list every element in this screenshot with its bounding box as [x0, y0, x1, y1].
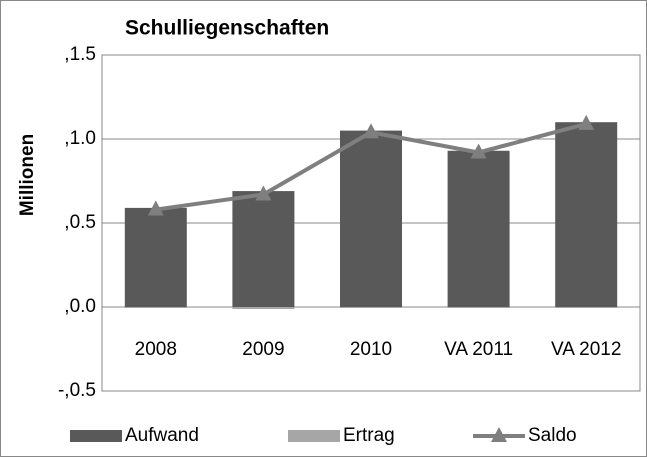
bar [232, 191, 295, 307]
x-tick-label: 2008 [135, 339, 177, 360]
y-axis-label: Millionen [17, 134, 38, 216]
bar [447, 307, 510, 308]
legend-marker [491, 427, 507, 442]
bar [340, 307, 402, 308]
bar [124, 307, 187, 308]
legend-label: Aufwand [125, 425, 199, 446]
bar [555, 307, 618, 308]
chart-title: Schulliegenschaften [125, 17, 329, 40]
line-marker [470, 143, 487, 159]
line-marker [255, 185, 272, 201]
bar [447, 150, 510, 307]
y-tick-label: ,0.0 [64, 296, 96, 317]
legend-label: Ertrag [343, 425, 395, 446]
bar [124, 207, 187, 307]
x-tick-label: VA 2012 [551, 339, 621, 360]
x-tick-label: 2010 [350, 339, 392, 360]
bar [555, 122, 618, 307]
legend-swatch [288, 430, 340, 442]
y-tick-label: ,0.5 [64, 212, 96, 233]
x-tick-label: 2009 [242, 339, 284, 360]
y-tick-label: ,1.0 [64, 128, 96, 149]
x-tick-label: VA 2011 [444, 339, 513, 360]
plot-frame [101, 54, 641, 392]
line-marker [147, 200, 164, 216]
legend-label: Saldo [528, 425, 577, 446]
line-marker [363, 123, 379, 139]
line-marker [578, 114, 595, 130]
legend-swatch [70, 430, 122, 442]
y-tick-label: ,1.5 [64, 44, 96, 65]
y-tick-label: -,0.5 [58, 380, 96, 401]
bar [232, 307, 295, 310]
bar [340, 130, 402, 307]
